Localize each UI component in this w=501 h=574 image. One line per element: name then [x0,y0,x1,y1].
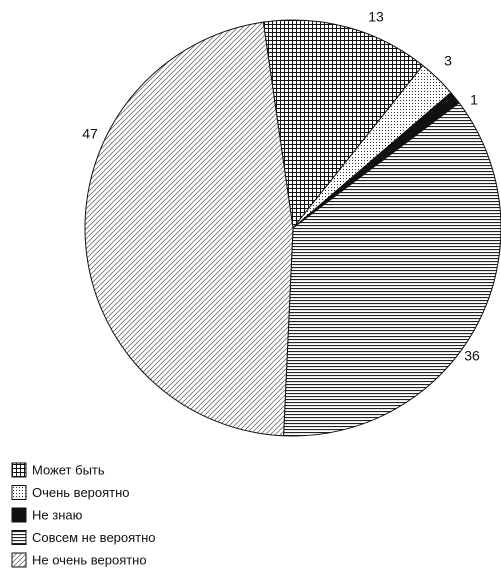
pie-slice [283,102,501,437]
legend-swatch [11,507,27,523]
legend-swatch [11,485,27,500]
data-label: 36 [464,348,480,364]
data-label: 47 [82,126,98,142]
pie-slice [84,21,294,437]
legend-label: Совсем не вероятно [32,530,156,545]
legend-label: Очень вероятно [32,485,130,500]
legend-label: Не знаю [32,507,83,522]
legend-swatch [11,462,27,478]
legend-label: Не очень вероятно [32,552,147,567]
data-label: 1 [470,92,478,108]
legend-swatch [11,552,27,568]
pie-slice [262,19,424,230]
legend-swatch [11,530,27,545]
data-label: 3 [444,53,452,69]
data-label: 13 [368,9,384,25]
legend-label: Может быть [32,462,105,477]
